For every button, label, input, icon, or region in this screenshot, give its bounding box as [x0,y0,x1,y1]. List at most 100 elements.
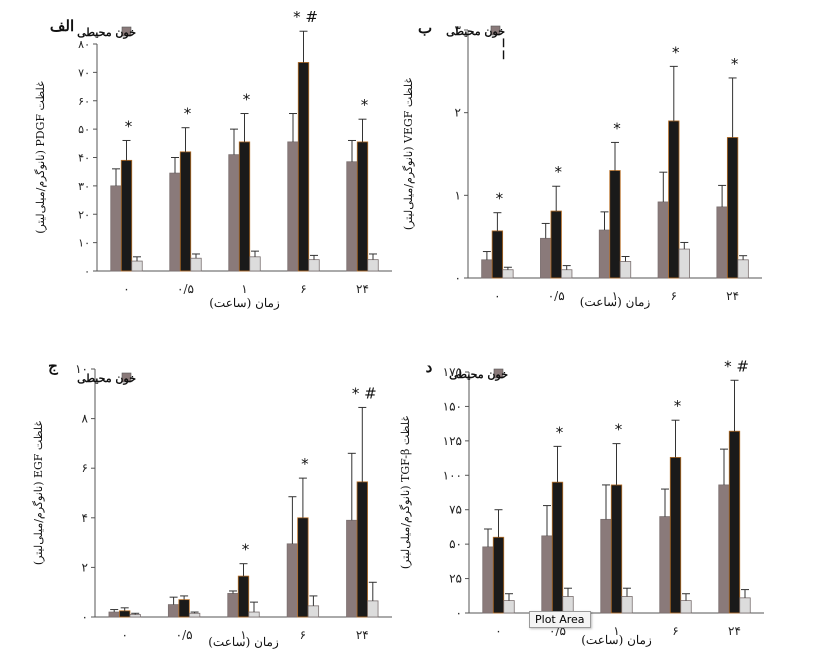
x-tick-label: ۲۴ [356,282,369,296]
x-tick-label: ۱ [612,289,618,303]
significance-marker: * [242,541,250,559]
x-tick-label: ۲۴ [728,624,741,638]
x-tick-label: ۶ [300,282,306,296]
bar [561,269,573,279]
bar [129,614,141,618]
y-tick-label: ۱۰ [75,362,88,376]
y-tick-label: ۳ [455,23,462,37]
bar [169,172,181,272]
legend-label: ا [502,37,505,50]
y-tick-label: ۲۵ [449,572,462,586]
bar [737,259,749,279]
bar [119,610,131,618]
bar [678,248,690,279]
x-tick-label: ۰/۵ [548,289,565,303]
legend-label: خون محیطی [77,26,136,39]
y-tick-label: ۷۰ [78,66,90,79]
x-axis-title: زمان (ساعت) [208,635,279,649]
bar [227,593,239,618]
bar [238,141,251,272]
y-tick-label: ۱۵۰ [443,399,462,413]
x-axis-title: زمان (ساعت) [581,633,652,647]
y-tick-label: ۵۰ [78,123,90,136]
legend-swatch [121,26,132,37]
y-axis-title: غلظت EGF (نانوگرم/میلی‌لیتر) [32,421,45,566]
bar [481,259,493,279]
y-tick-label: ۱۲۵ [443,434,462,448]
panel-label: ب [418,19,432,37]
legend-label: ا [502,49,505,62]
bar [228,154,240,272]
bar [188,612,201,618]
bar [178,599,190,618]
bar [491,230,504,279]
bar [503,600,515,614]
bar [249,256,261,272]
bar [367,600,379,618]
bar [297,517,309,618]
y-tick-label: ۰ [84,265,90,278]
legend-swatch [490,25,501,36]
y-tick-label: ۰ [82,610,88,624]
y-tick-label: ۶ [82,461,88,475]
x-tick-label: ۲۴ [356,628,369,642]
bar [356,481,368,618]
significance-marker: * [613,119,621,137]
significance-marker: * [184,105,192,123]
x-tick-label: ۰/۵ [176,628,193,642]
bar [619,261,632,279]
bar [551,481,564,614]
x-tick-label: ۶ [671,289,677,303]
significance-marker: * [361,96,369,114]
legend-label: خون محیطی [446,25,505,38]
significance-marker: * # [352,384,377,402]
significance-marker: * [556,423,564,441]
y-tick-label: ۷۵ [449,503,462,517]
bar [492,536,505,614]
y-tick-label: ۱۰ [78,237,90,250]
x-axis-title: زمان (ساعت) [209,296,280,310]
x-tick-label: ۱ [240,628,246,642]
bar [739,597,751,614]
significance-marker: * [243,91,251,109]
bar [502,269,514,279]
bar [598,229,611,279]
bar [657,201,669,279]
bar [610,484,623,614]
significance-marker: * # [293,8,318,26]
x-tick-label: ۶ [300,628,306,642]
y-tick-label: ۸۰ [78,38,90,51]
y-tick-label: ۵۰ [449,537,462,551]
x-tick-label: ۰ [123,282,129,296]
bar [680,600,692,614]
y-tick-label: ۱ [455,188,461,202]
bar [716,206,728,279]
bar [287,141,299,272]
panel-label: ج [48,357,58,375]
bar [286,543,299,618]
bar [356,141,369,272]
bar [297,62,310,272]
bar [346,161,358,272]
bar [110,185,122,272]
bar [668,120,680,279]
y-tick-label: ۳۰ [78,180,90,193]
bar [726,137,739,279]
bar [108,611,120,618]
y-tick-label: ۴ [82,511,88,525]
y-tick-label: ۸ [82,412,89,426]
legend-swatch [121,372,132,383]
y-tick-label: ۱۰۰ [443,468,462,482]
y-tick-label: ۱۷۵ [443,365,462,379]
x-tick-label: ۰/۵ [177,282,194,296]
bar [237,575,250,618]
bar [541,535,553,614]
x-tick-label: ۱ [613,624,619,638]
legend-label: خون محیطی [77,372,136,385]
x-axis-title: زمان (ساعت) [580,295,651,309]
bar [540,237,552,279]
bar [621,596,633,614]
